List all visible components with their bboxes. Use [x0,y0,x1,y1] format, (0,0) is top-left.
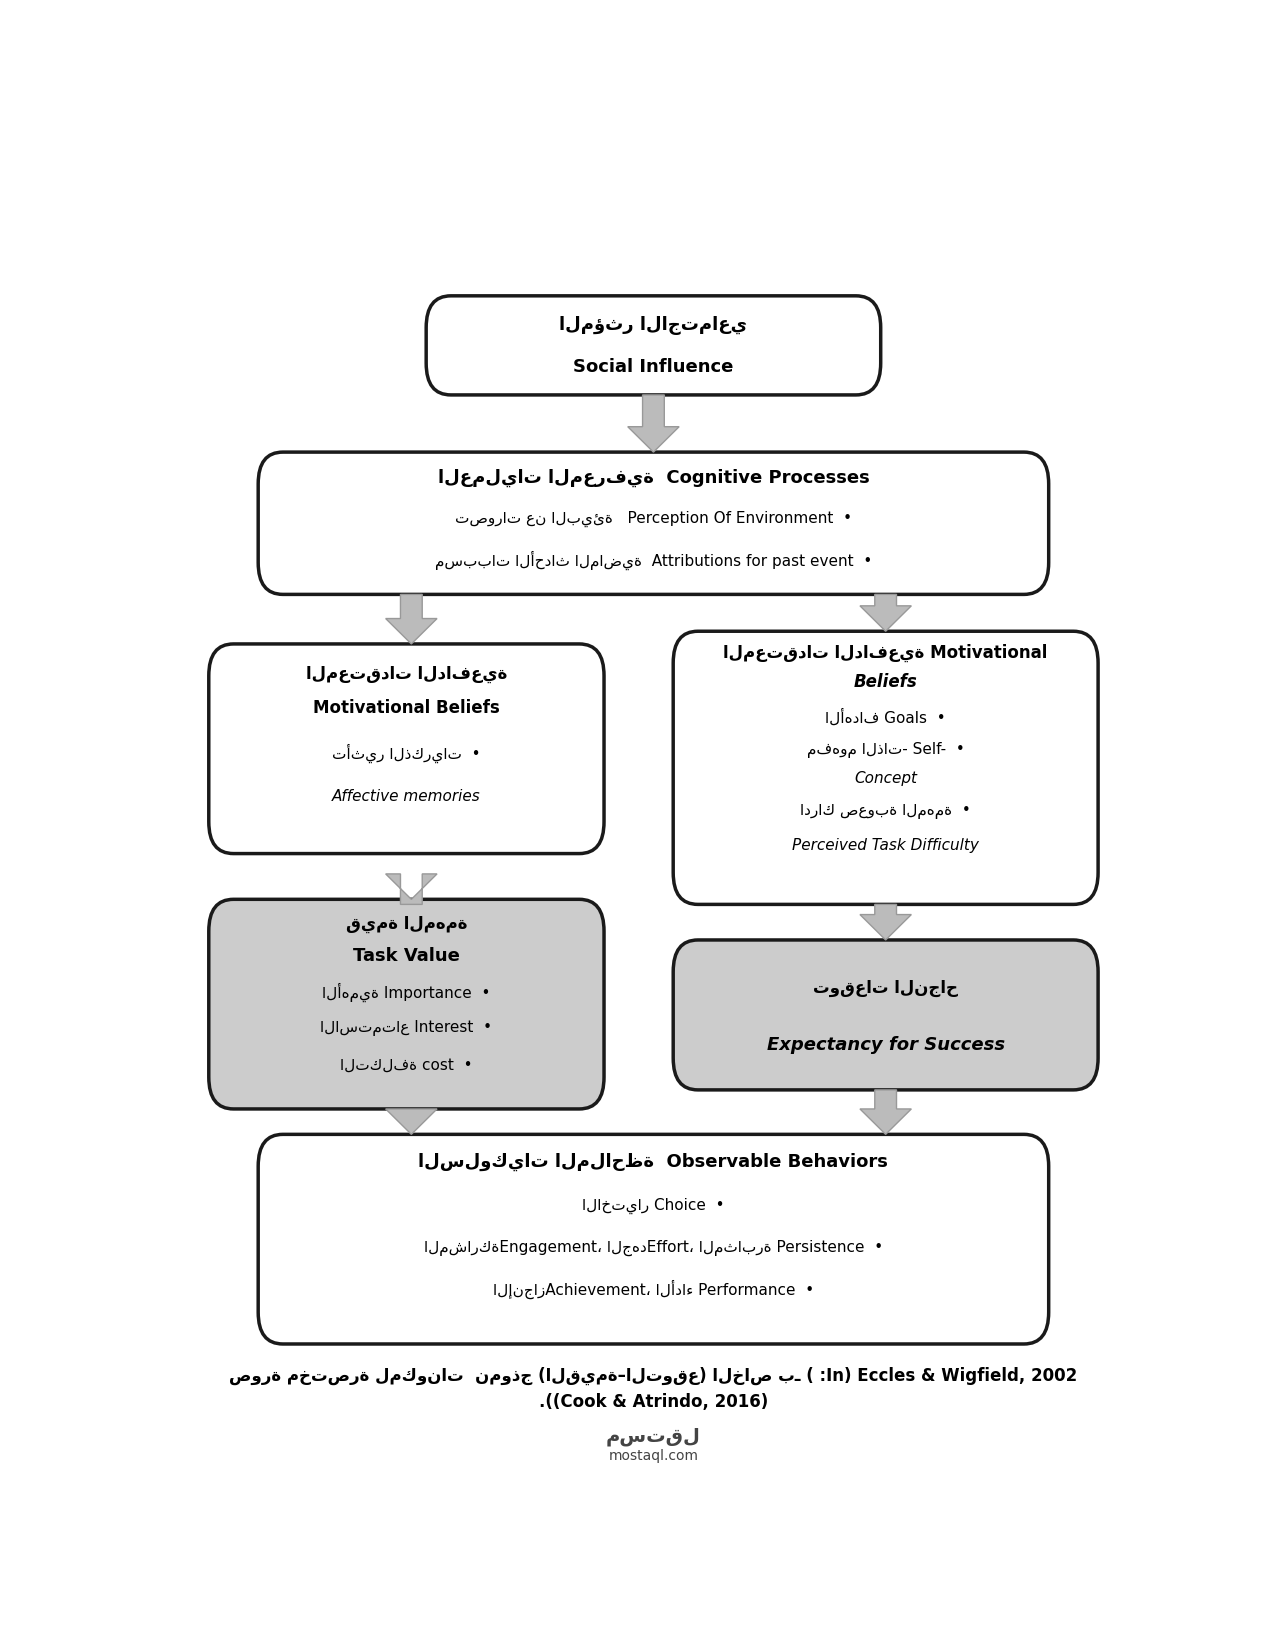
FancyBboxPatch shape [673,632,1098,904]
Text: Motivational Beliefs: Motivational Beliefs [314,700,500,716]
Polygon shape [385,1109,437,1134]
Text: تصورات عن البيئة   Perception Of Environment  •: تصورات عن البيئة Perception Of Environme… [455,512,852,526]
FancyBboxPatch shape [673,940,1098,1091]
Text: الأهمية Importance  •: الأهمية Importance • [323,983,491,1002]
Text: المعتقدات الدافعية Motivational: المعتقدات الدافعية Motivational [723,644,1048,662]
Text: Concept: Concept [854,771,917,787]
Text: التكلفة cost  •: التكلفة cost • [340,1058,473,1072]
Text: Perceived Task Difficulty: Perceived Task Difficulty [792,838,979,853]
Text: المشاركةEngagement، الجهدEffort، المثابرة Persistence  •: المشاركةEngagement، الجهدEffort، المثابر… [423,1239,884,1256]
Text: الاستمتاع Interest  •: الاستمتاع Interest • [320,1020,492,1036]
Text: المعتقدات الدافعية: المعتقدات الدافعية [306,665,507,683]
Text: الإنجازAchievement، الأداء Performance  •: الإنجازAchievement، الأداء Performance • [493,1280,813,1299]
FancyBboxPatch shape [258,1134,1048,1345]
Text: صورة مختصرة لمكونات  نموذج (القيمة–التوقع) الخاص بـ ( :In) Eccles & Wigfield, 20: صورة مختصرة لمكونات نموذج (القيمة–التوقع… [230,1366,1077,1384]
Text: Task Value: Task Value [353,947,460,965]
Text: ادراك صعوبة المهمة  •: ادراك صعوبة المهمة • [801,804,972,818]
FancyBboxPatch shape [209,899,604,1109]
Text: .((Cook & Atrindo, 2016): .((Cook & Atrindo, 2016) [539,1394,768,1411]
Text: السلوكيات الملاحظة  Observable Behaviors: السلوكيات الملاحظة Observable Behaviors [418,1152,889,1171]
Text: مستقل: مستقل [606,1427,701,1447]
Polygon shape [385,874,437,904]
Text: mostaql.com: mostaql.com [608,1449,699,1464]
Text: Expectancy for Success: Expectancy for Success [766,1036,1005,1054]
Text: قيمة المهمة: قيمة المهمة [346,916,467,934]
Text: تأثير الذكريات  •: تأثير الذكريات • [333,742,481,762]
FancyBboxPatch shape [258,452,1048,594]
Polygon shape [385,594,437,644]
Text: مسببات الأحداث الماضية  Attributions for past event  •: مسببات الأحداث الماضية Attributions for … [435,551,872,569]
Text: Affective memories: Affective memories [332,789,481,805]
Text: المؤثر الاجتماعي: المؤثر الاجتماعي [560,317,747,335]
Text: الأهداف Goals  •: الأهداف Goals • [825,708,946,726]
Text: مفهوم الذات- Self-  •: مفهوم الذات- Self- • [807,742,964,757]
Text: العمليات المعرفية  Cognitive Processes: العمليات المعرفية Cognitive Processes [437,469,870,487]
Polygon shape [859,904,912,940]
Text: توقعات النجاح: توقعات النجاح [813,978,958,997]
Polygon shape [627,394,680,452]
Polygon shape [859,1091,912,1134]
Text: Beliefs: Beliefs [854,673,918,691]
FancyBboxPatch shape [426,295,881,394]
Text: الاختيار Choice  •: الاختيار Choice • [583,1198,724,1214]
FancyBboxPatch shape [209,644,604,853]
Text: Social Influence: Social Influence [574,358,733,376]
Polygon shape [859,594,912,632]
